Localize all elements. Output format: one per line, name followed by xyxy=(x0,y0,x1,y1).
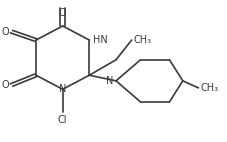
Text: HN: HN xyxy=(92,35,107,45)
Text: Cl: Cl xyxy=(58,115,67,125)
Text: O: O xyxy=(2,27,9,37)
Text: O: O xyxy=(2,80,9,90)
Text: N: N xyxy=(59,84,66,94)
Text: CH₃: CH₃ xyxy=(200,83,218,93)
Text: CH₃: CH₃ xyxy=(133,35,151,45)
Text: O: O xyxy=(59,8,66,18)
Text: N: N xyxy=(106,76,113,86)
